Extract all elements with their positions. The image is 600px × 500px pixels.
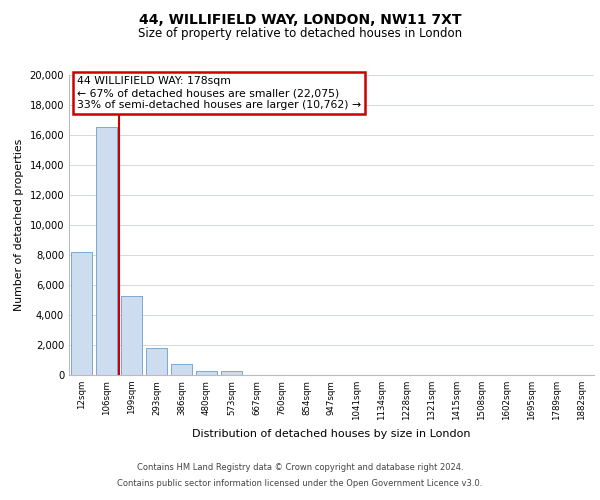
Text: Size of property relative to detached houses in London: Size of property relative to detached ho…: [138, 28, 462, 40]
Bar: [146, 348, 167, 375]
Bar: [71, 252, 92, 375]
Y-axis label: Number of detached properties: Number of detached properties: [14, 139, 24, 311]
Bar: [196, 370, 217, 375]
X-axis label: Distribution of detached houses by size in London: Distribution of detached houses by size …: [192, 428, 471, 438]
Text: 44, WILLIFIELD WAY, LONDON, NW11 7XT: 44, WILLIFIELD WAY, LONDON, NW11 7XT: [139, 12, 461, 26]
Bar: [96, 128, 117, 375]
Text: Contains HM Land Registry data © Crown copyright and database right 2024.: Contains HM Land Registry data © Crown c…: [137, 464, 463, 472]
Bar: [221, 371, 242, 375]
Text: 44 WILLIFIELD WAY: 178sqm
← 67% of detached houses are smaller (22,075)
33% of s: 44 WILLIFIELD WAY: 178sqm ← 67% of detac…: [77, 76, 361, 110]
Bar: [121, 296, 142, 375]
Text: Contains public sector information licensed under the Open Government Licence v3: Contains public sector information licen…: [118, 478, 482, 488]
Bar: [171, 364, 192, 375]
